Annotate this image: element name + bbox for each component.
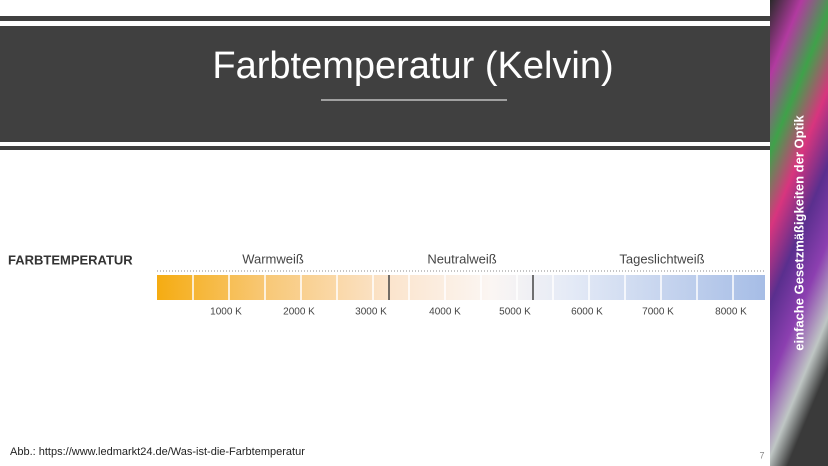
tick-label: 6000 K xyxy=(571,307,603,318)
tick-label: 8000 K xyxy=(715,307,747,318)
group-label: Tageslichtweiß xyxy=(619,251,704,266)
temperature-bar xyxy=(157,275,765,300)
slide-title: Farbtemperatur (Kelvin) xyxy=(212,45,613,87)
page-number: 7 xyxy=(759,450,764,460)
tick-label: 3000 K xyxy=(355,307,387,318)
tick-label: 4000 K xyxy=(429,307,461,318)
title-band xyxy=(0,26,770,142)
bottom-rule xyxy=(0,146,770,150)
top-rule xyxy=(0,16,770,21)
tick-label: 5000 K xyxy=(499,307,531,318)
figure-heading: FARBTEMPERATUR xyxy=(8,252,133,267)
caption: Abb.: https://www.ledmarkt24.de/Was-ist-… xyxy=(10,446,305,458)
tick-label: 2000 K xyxy=(283,307,315,318)
sidebar-text: einfache Gesetzmäßigkeiten der Optik xyxy=(791,114,806,350)
tick-label: 1000 K xyxy=(210,307,242,318)
group-label: Warmweiß xyxy=(242,251,304,266)
group-label: Neutralweiß xyxy=(427,251,496,266)
sidebar-art xyxy=(770,0,828,466)
tick-label: 7000 K xyxy=(642,307,674,318)
